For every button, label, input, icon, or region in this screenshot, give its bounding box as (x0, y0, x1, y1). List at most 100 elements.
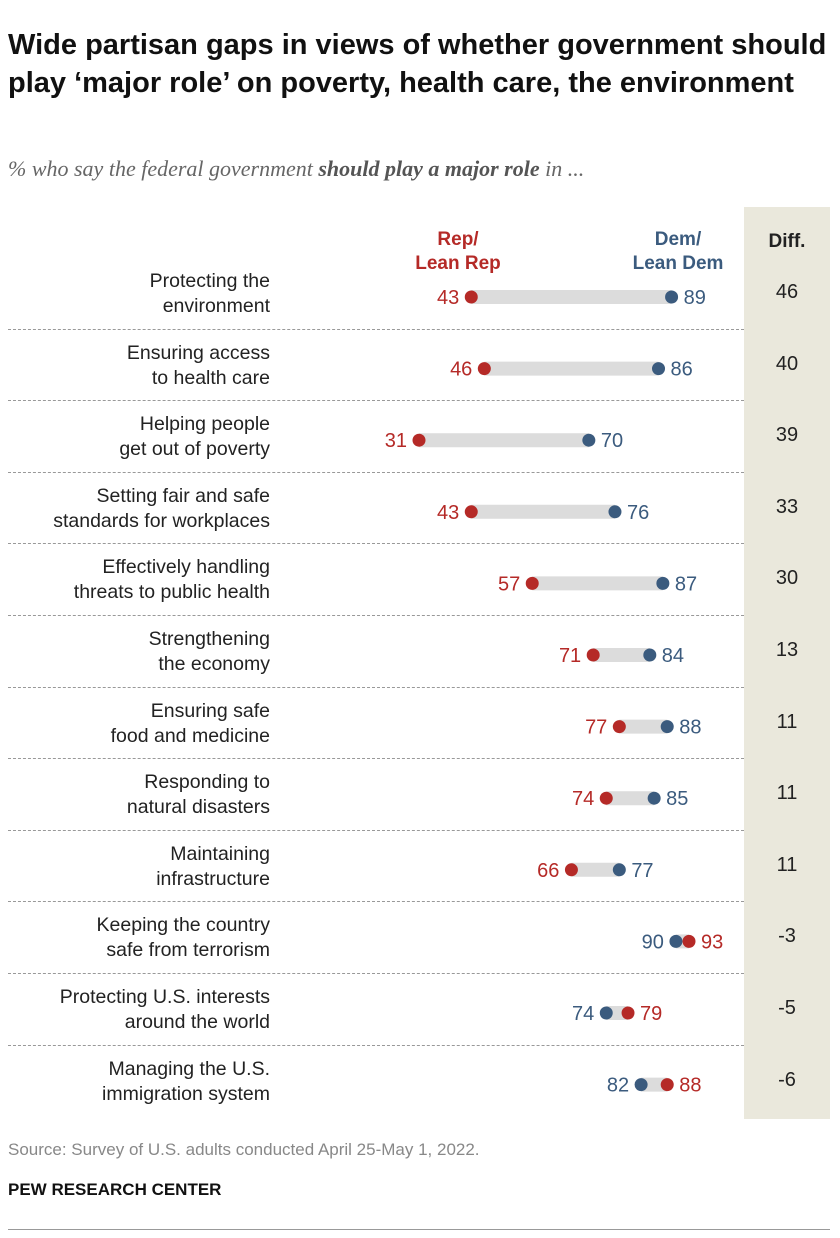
table-row: Managing the U.S. immigration system -6 (0, 1048, 840, 1119)
table-row: Maintaining infrastructure 11 (0, 833, 840, 904)
row-separator (8, 973, 744, 974)
chart-subtitle: % who say the federal government should … (8, 156, 828, 182)
dem-dot (652, 362, 666, 376)
brand-logo-text: PEW RESEARCH CENTER (8, 1180, 222, 1199)
diff-value: -3 (778, 925, 796, 948)
table-row: Ensuring access to health care 40 (0, 332, 840, 403)
row-separator (8, 328, 744, 330)
diff-value: 11 (776, 782, 798, 805)
dem-value-label: 77 (631, 860, 653, 882)
diff-value: -6 (778, 1068, 796, 1091)
diff-column-header: Diff. (768, 231, 806, 252)
diff-value: 33 (775, 495, 799, 518)
diff-value: 11 (776, 710, 798, 733)
rep-dot (621, 1006, 635, 1020)
dem-value-label: 70 (601, 430, 623, 452)
footer-rule (8, 1229, 830, 1230)
row-label: Effectively handling threats to public he… (73, 556, 270, 604)
dem-value-label: 86 (671, 359, 693, 381)
table-row: Protecting the environment 46 (0, 260, 840, 331)
rep-value-label: 77 (585, 717, 607, 739)
row-label: Setting fair and safe standards for workp… (53, 484, 270, 532)
rep-value-label: 43 (437, 287, 459, 309)
row-label: Strengthening the economy (148, 628, 270, 675)
subtitle-pre: % who say the federal government (8, 156, 319, 181)
row-label: Ensuring safe food and medicine (110, 699, 270, 747)
dem-value-label: 87 (675, 573, 697, 595)
row-label: Keeping the country safe from terrorism (96, 914, 270, 962)
rep-dot (599, 791, 613, 805)
chart-title: Wide partisan gaps in views of whether g… (8, 29, 827, 99)
rep-value-label: 31 (385, 430, 407, 452)
dem-dot (612, 863, 626, 877)
diff-value: 39 (775, 424, 799, 447)
row-separator (8, 471, 744, 473)
diff-value: 13 (775, 639, 799, 661)
dem-dot (634, 1078, 648, 1092)
dem-dot (582, 433, 596, 447)
dem-dot (647, 791, 661, 805)
dem-value-label: 90 (642, 931, 664, 953)
rep-value-label: 43 (437, 502, 459, 524)
rep-value-label: 88 (679, 1075, 701, 1097)
source-note: Source: Survey of U.S. adults conducted … (8, 1140, 480, 1159)
rep-value-label: 46 (450, 359, 472, 381)
rep-value-label: 71 (559, 645, 581, 667)
row-label: Maintaining infrastructure (156, 842, 270, 890)
dem-dot (599, 1006, 613, 1020)
dem-value-label: 82 (607, 1075, 629, 1097)
rep-dot (477, 362, 491, 376)
row-label: Managing the U.S. immigration system (102, 1057, 270, 1105)
diff-column-background (744, 207, 830, 1119)
rep-value-label: 57 (498, 573, 520, 595)
dem-dot (656, 576, 670, 590)
dem-value-label: 76 (627, 502, 649, 524)
row-label: Protecting the environment (149, 270, 270, 317)
dem-dot (665, 290, 679, 304)
dem-value-label: 88 (679, 717, 701, 739)
dem-value-label: 84 (662, 645, 684, 667)
table-row: Effectively handling threats to public he… (0, 546, 840, 617)
rep-dot (464, 505, 478, 519)
diff-value: 46 (775, 281, 799, 303)
rep-value-label: 93 (701, 931, 723, 953)
row-label: Ensuring access to health care (126, 341, 270, 389)
dem-dot (660, 720, 674, 734)
rep-dot (525, 576, 539, 590)
dem-value-label: 85 (666, 788, 688, 810)
table-row: Protecting U.S. interests around the worl… (0, 976, 840, 1047)
row-separator (8, 543, 744, 545)
dem-value-label: 74 (572, 1003, 594, 1025)
rep-dot (564, 863, 578, 877)
subtitle-bold: should play a major role (318, 156, 540, 181)
row-label: Responding to natural disasters (126, 771, 270, 819)
row-separator (8, 400, 744, 402)
table-row: Strengthening the economy 13 (0, 618, 840, 689)
table-row: Helping people get out of poverty 39 (0, 403, 840, 474)
rep-value-label: 79 (640, 1003, 662, 1025)
table-row: Ensuring safe food and medicine 11 (0, 690, 840, 761)
rep-dot (412, 433, 426, 447)
row-separator (8, 1044, 744, 1046)
rep-dot (612, 720, 626, 734)
dem-value-label: 89 (684, 287, 706, 309)
table-row: Responding to natural disasters 11 (0, 761, 840, 832)
rep-value-label: 74 (572, 788, 594, 810)
subtitle-post: in ... (539, 156, 585, 181)
diff-value: 11 (776, 853, 798, 876)
row-label: Helping people get out of poverty (119, 413, 270, 461)
rep-dot (682, 934, 696, 948)
diff-value: 30 (775, 567, 799, 590)
row-separator (8, 615, 744, 616)
table-row: Setting fair and safe standards for workp… (0, 475, 840, 546)
rep-dot (586, 648, 600, 662)
row-label: Protecting U.S. interests around the worl… (59, 986, 270, 1033)
dem-dot (608, 505, 622, 519)
row-separator (8, 901, 744, 903)
table-row: Keeping the country safe from terrorism -3 (0, 904, 840, 975)
row-separator (8, 758, 744, 760)
rep-value-label: 66 (537, 860, 559, 882)
diff-value: 40 (775, 352, 799, 375)
dem-dot (643, 648, 657, 662)
